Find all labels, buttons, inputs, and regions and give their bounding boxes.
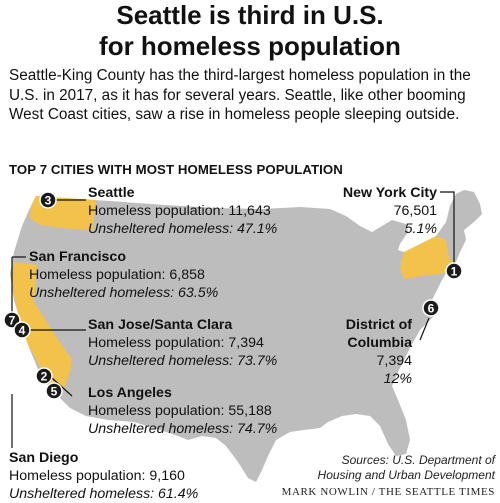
marker-losangeles: 2	[35, 367, 53, 385]
unsheltered-seattle: Unsheltered homeless: 47.1%	[88, 221, 278, 237]
unsheltered-sanjose: Unsheltered homeless: 73.7%	[88, 353, 278, 369]
headline-line-1: Seattle is third in U.S.	[116, 0, 384, 30]
unsheltered-sanfrancisco: Unsheltered homeless: 63.5%	[29, 285, 219, 301]
headline-line-2: for homeless population	[99, 31, 401, 61]
rank-sanjose: 4	[19, 324, 26, 338]
city-name-losangeles: Los Angeles	[88, 385, 172, 401]
sources-note: Sources: U.S. Department of Housing and …	[318, 453, 495, 483]
marker-nyc: 1	[445, 262, 463, 280]
us-map: 3 7 4 2 5 1 6	[3, 190, 482, 482]
pop-sanfrancisco: Homeless population: 6,858	[29, 267, 205, 283]
new-york-highlight	[400, 236, 456, 279]
sources-line-2: Housing and Urban Development	[317, 468, 495, 482]
unsheltered-losangeles: Unsheltered homeless: 74.7%	[88, 421, 278, 437]
city-name-sanjose: San Jose/Santa Clara	[88, 317, 233, 333]
pop-dc: 7,394	[376, 353, 412, 369]
pop-seattle: Homeless population: 11,643	[88, 203, 271, 219]
label-sanfrancisco: San Francisco Homeless population: 6,858…	[29, 248, 218, 302]
label-sanjose: San Jose/Santa Clara Homeless population…	[88, 316, 277, 370]
pop-nyc: 76,501	[393, 203, 437, 219]
marker-seattle: 3	[39, 191, 57, 209]
unsheltered-dc: 12%	[383, 371, 412, 387]
section-heading: TOP 7 CITIES WITH MOST HOMELESS POPULATI…	[9, 162, 343, 177]
leader-lines	[11, 191, 455, 448]
rank-seattle: 3	[45, 194, 52, 208]
pop-sandiego: Homeless population: 9,160	[9, 468, 185, 484]
headline: Seattle is third in U.S. for homeless po…	[0, 0, 500, 62]
unsheltered-nyc: 5.1%	[404, 221, 437, 237]
marker-sanjose: 4	[13, 321, 31, 339]
label-nyc: New York City 76,501 5.1%	[343, 184, 437, 238]
label-losangeles: Los Angeles Homeless population: 55,188 …	[88, 384, 277, 438]
pop-sanjose: Homeless population: 7,394	[88, 335, 264, 351]
city-name-sandiego: San Diego	[9, 450, 79, 466]
marker-dc: 6	[422, 299, 440, 317]
california-highlight	[12, 262, 72, 388]
rank-losangeles: 2	[41, 370, 48, 384]
label-seattle: Seattle Homeless population: 11,643 Unsh…	[88, 184, 277, 238]
pop-losangeles: Homeless population: 55,188	[88, 403, 272, 419]
city-name-seattle: Seattle	[88, 185, 135, 201]
us-land	[10, 190, 482, 482]
leader-nyc	[440, 191, 455, 270]
city-name-dc-line1: District of	[345, 317, 412, 333]
city-name-dc-line2: Columbia	[347, 335, 412, 351]
credit-line: MARK NOWLIN / THE SEATTLE TIMES	[281, 486, 495, 498]
city-name-nyc: New York City	[342, 185, 437, 201]
label-dc: District of Columbia 7,394 12%	[346, 316, 412, 388]
sources-line-1: Sources: U.S. Department of	[341, 453, 495, 467]
rank-sandiego: 5	[51, 385, 58, 399]
rank-markers: 3 7 4 2 5 1 6	[3, 191, 463, 400]
rank-sanfrancisco: 7	[9, 314, 16, 328]
label-sandiego: San Diego Homeless population: 9,160 Uns…	[9, 449, 198, 503]
marker-sandiego: 5	[45, 382, 63, 400]
city-name-sanfrancisco: San Francisco	[29, 249, 126, 265]
unsheltered-sandiego: Unsheltered homeless: 61.4%	[9, 486, 199, 502]
rank-dc: 6	[428, 302, 435, 316]
leader-la	[51, 377, 73, 397]
leader-dc	[419, 317, 430, 341]
rank-nyc: 1	[451, 265, 458, 279]
intro-paragraph: Seattle-King County has the third-larges…	[9, 67, 471, 123]
